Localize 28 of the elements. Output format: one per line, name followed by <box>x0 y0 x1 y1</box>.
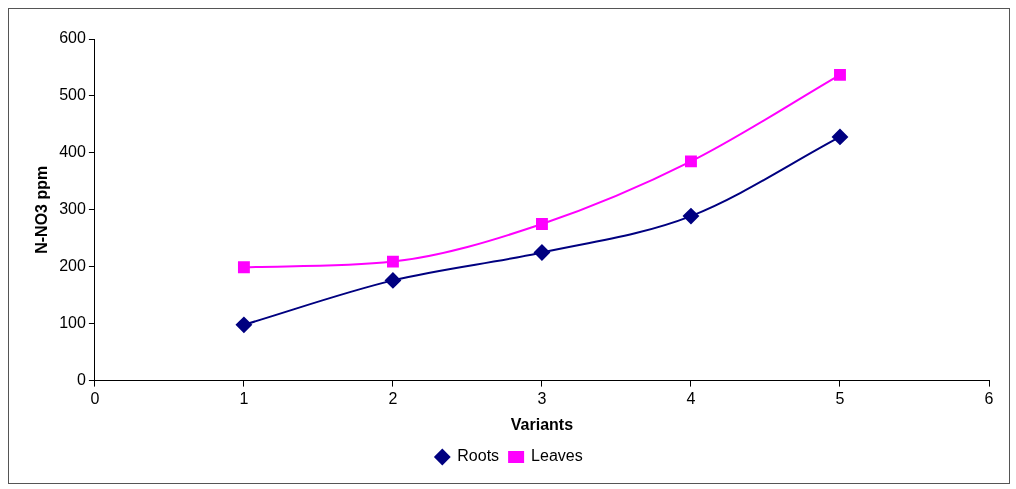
x-tick-label: 0 <box>90 389 100 407</box>
y-tick-label: 300 <box>59 200 86 218</box>
point <box>384 272 401 289</box>
point <box>237 261 250 274</box>
x-tick-label: 5 <box>835 389 845 407</box>
x-axis-title: Variants <box>510 415 574 433</box>
x-tick-label: 2 <box>388 389 398 407</box>
point <box>386 255 399 268</box>
y-tick-label: 600 <box>59 29 86 47</box>
point <box>682 208 699 225</box>
y-tick-label: 0 <box>76 371 86 389</box>
y-axis-title: N-NO3 ppm <box>33 165 51 254</box>
point <box>536 218 548 230</box>
x-tick-label: 4 <box>686 389 696 407</box>
point <box>533 244 550 261</box>
y-tick-label: 500 <box>59 86 86 104</box>
y-tick-label: 400 <box>59 143 86 161</box>
x-tick-label: 1 <box>239 389 249 407</box>
y-tick-label: 100 <box>59 314 86 332</box>
legend-label: Leaves <box>531 447 583 465</box>
legend-label: Roots <box>457 447 500 465</box>
point <box>685 155 697 168</box>
x-tick-label: 6 <box>984 389 994 407</box>
x-tick-label: 3 <box>537 389 547 407</box>
point <box>235 316 252 333</box>
y-tick-label: 200 <box>59 257 86 275</box>
point <box>831 128 848 145</box>
point <box>834 68 846 81</box>
